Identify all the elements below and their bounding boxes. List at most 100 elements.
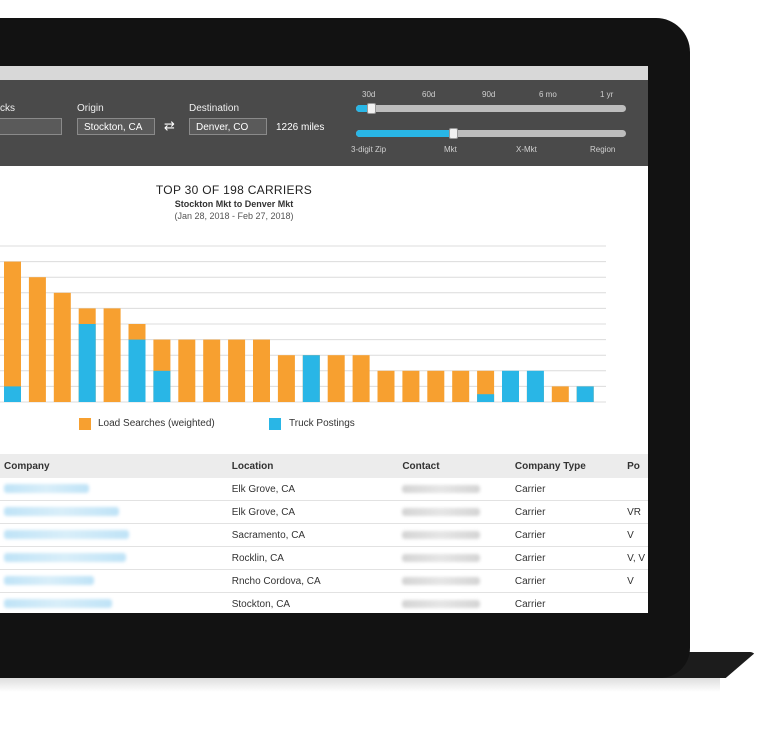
legend-load-searches: Load Searches (weighted) [98,418,215,429]
bar-truck-postings[interactable] [302,355,320,402]
company-type-cell: Carrier [514,523,628,547]
bar-load-searches[interactable] [277,355,295,402]
legend-swatch-truck-postings [269,418,281,430]
column-header-po[interactable]: Po [627,454,648,478]
table-row[interactable]: Stockton, CA Carrier [0,592,648,613]
bar-truck-postings[interactable] [477,394,495,402]
time-label-90d: 90d [482,90,496,99]
table-row[interactable]: Elk Grove, CA Carrier [0,478,648,501]
bar-load-searches[interactable] [452,370,470,402]
contact-cell [402,553,481,562]
bar-load-searches[interactable] [253,339,270,402]
table-row[interactable]: Elk Grove, CA Carrier VR [0,500,648,524]
contact-cell [402,507,481,516]
time-range-fill [356,105,372,112]
bar-load-searches[interactable] [377,370,395,402]
company-link[interactable] [4,530,129,540]
bar-load-searches[interactable] [28,277,46,402]
bar-truck-postings[interactable] [502,370,519,402]
location-cell: Rncho Cordova, CA [231,569,403,593]
bar-load-searches[interactable] [4,261,21,402]
po-cell [627,478,648,501]
column-header-company-type[interactable]: Company Type [514,454,628,478]
area-slider-handle[interactable] [449,128,458,139]
contact-cell [402,484,481,493]
contact-cell [402,530,481,539]
contact-cell [402,599,481,608]
location-cell: Rocklin, CA [231,546,403,570]
bar-load-searches[interactable] [402,370,420,402]
bar-load-searches[interactable] [427,370,445,402]
company-link[interactable] [4,599,112,609]
chart-date-range: (Jan 28, 2018 - Feb 27, 2018) [174,211,294,221]
carrier-table: Company Location Contact Company Type Po… [0,454,648,613]
bar-truck-postings[interactable] [576,386,594,402]
company-type-cell: Carrier [514,500,628,524]
po-cell: V, V [627,546,648,570]
company-link[interactable] [4,484,89,494]
po-cell [627,592,648,613]
company-type-cell: Carrier [514,569,628,593]
app-screen: cks Origin Stockton, CA ⇄ Destination De… [0,66,648,613]
chart-title: TOP 30 OF 198 CARRIERS [155,183,313,197]
origin-input[interactable]: Stockton, CA [77,118,155,135]
bar-load-searches[interactable] [228,339,246,402]
company-type-cell: Carrier [514,592,628,613]
po-cell: V [627,569,648,593]
trucks-label: cks [0,103,15,114]
time-range-slider[interactable] [356,105,626,112]
destination-input[interactable]: Denver, CO [189,118,267,135]
time-label-1yr: 1 yr [600,90,614,99]
bar-load-searches[interactable] [203,339,221,402]
bar-truck-postings[interactable] [128,339,146,402]
po-cell: V [627,523,648,547]
trucks-input[interactable] [0,118,62,135]
legend-truck-postings: Truck Postings [289,418,355,429]
location-cell: Elk Grove, CA [231,478,403,501]
location-cell: Stockton, CA [231,592,403,613]
column-header-company[interactable]: Company [0,454,232,478]
table-row[interactable]: Sacramento, CA Carrier V [0,523,648,547]
laptop-shadow [0,676,720,692]
time-label-6mo: 6 mo [539,90,557,99]
bar-load-searches[interactable] [352,355,370,402]
bar-truck-postings[interactable] [78,324,96,402]
bar-truck-postings[interactable] [4,386,21,402]
area-slider-fill [356,130,454,137]
time-range-handle[interactable] [367,103,376,114]
table-header-row: Company Location Contact Company Type Po [0,454,648,478]
bar-truck-postings[interactable] [153,370,171,402]
distance-readout: 1226 miles [276,122,325,133]
company-type-cell: Carrier [514,478,628,501]
company-link[interactable] [4,553,126,563]
carrier-bar-chart [0,245,606,403]
area-label-region: Region [590,145,616,154]
contact-cell [402,576,481,585]
company-link[interactable] [4,507,119,517]
po-cell: VR [627,500,648,524]
swap-arrows-icon[interactable]: ⇄ [164,118,175,133]
time-label-60d: 60d [422,90,436,99]
table-row[interactable]: Rocklin, CA Carrier V, V [0,546,648,570]
bar-load-searches[interactable] [103,308,121,402]
legend-swatch-load-searches [79,418,91,430]
table-row[interactable]: Rncho Cordova, CA Carrier V [0,569,648,593]
bar-load-searches[interactable] [53,292,71,402]
bar-truck-postings[interactable] [526,370,544,402]
chart-subtitle: Stockton Mkt to Denver Mkt [174,199,294,209]
origin-label: Origin [77,103,104,114]
company-type-cell: Carrier [514,546,628,570]
area-label-zip: 3-digit Zip [351,145,387,154]
company-link[interactable] [4,576,94,586]
destination-label: Destination [189,103,240,114]
location-cell: Elk Grove, CA [231,500,403,524]
column-header-location[interactable]: Location [231,454,403,478]
column-header-contact[interactable]: Contact [402,454,515,478]
bar-load-searches[interactable] [178,339,196,402]
area-slider[interactable] [356,130,626,137]
search-bar [0,66,648,166]
area-label-mkt: Mkt [444,145,457,154]
area-label-xmkt: X-Mkt [516,145,537,154]
bar-load-searches[interactable] [327,355,345,402]
bar-load-searches[interactable] [551,386,569,402]
